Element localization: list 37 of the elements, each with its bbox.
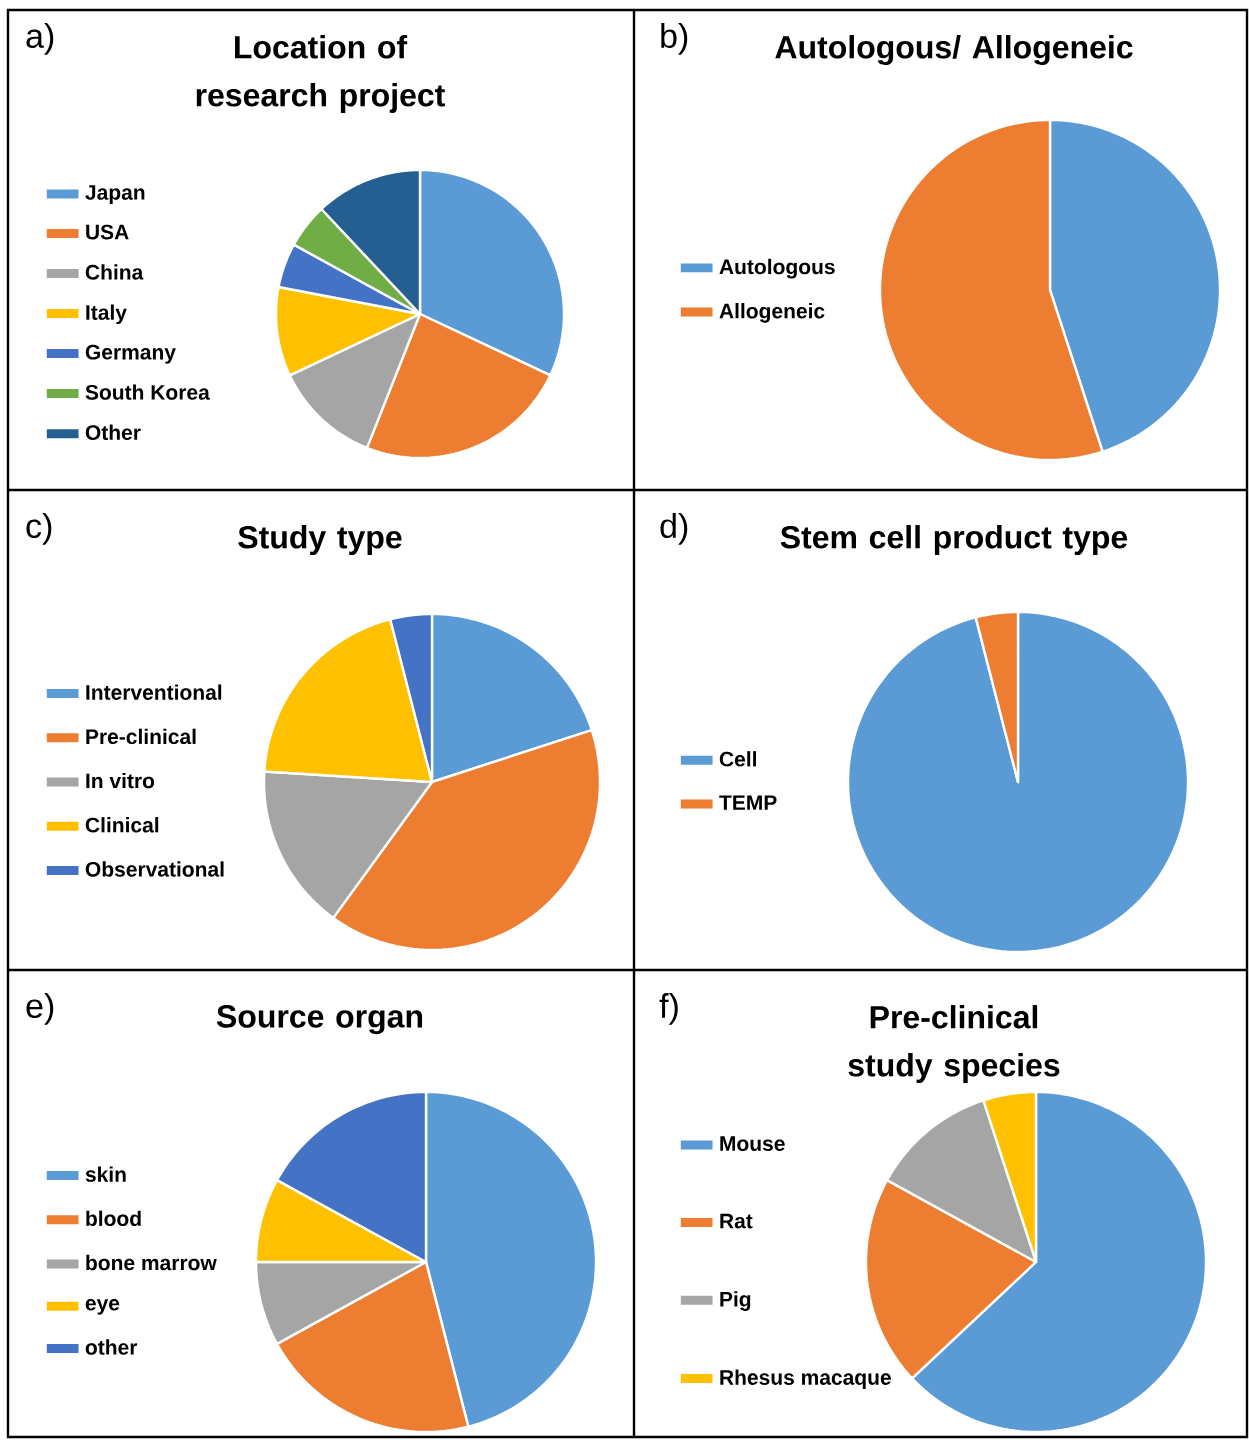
chart-title: Study type xyxy=(238,525,402,555)
text: c) xyxy=(26,513,52,545)
legend-label: USA xyxy=(86,224,129,240)
chart-title: Location of research project xyxy=(196,35,445,113)
legend-label: Pig xyxy=(720,1291,751,1311)
legend-label: skin xyxy=(85,1166,126,1182)
legend-label: other xyxy=(85,1339,138,1355)
legend-label: Italy xyxy=(86,304,127,325)
text: d) xyxy=(660,513,688,545)
legend-label: Mouse xyxy=(720,1136,785,1151)
chart-title: Pre-clinical study species xyxy=(848,1005,1060,1083)
text: a) xyxy=(26,23,54,55)
legend-label: eye xyxy=(85,1299,120,1315)
legend-label: China xyxy=(85,264,144,280)
legend-label: bone marrow xyxy=(86,1254,217,1271)
legend-label: Autologous xyxy=(719,258,835,279)
legend-label: Japan xyxy=(85,185,145,204)
text: f) xyxy=(659,993,678,1025)
legend-label: Rat xyxy=(720,1213,753,1229)
legend-label: Cell xyxy=(719,751,756,767)
legend-label: Other xyxy=(85,424,141,441)
legend-label: TEMP xyxy=(719,795,777,810)
text: e) xyxy=(26,993,54,1025)
legend-label: Pre-clinical xyxy=(86,728,196,745)
legend-label: Interventional xyxy=(86,684,222,700)
legend-label: Clinical xyxy=(85,817,159,833)
chart-title: Source organ xyxy=(216,1005,423,1035)
legend-label: In vitro xyxy=(86,772,155,789)
legend-label: blood xyxy=(86,1210,141,1227)
legend-label: Rhesus macaque xyxy=(720,1369,891,1390)
chart-title: Stem cell product type xyxy=(780,525,1128,555)
text: b) xyxy=(661,23,688,55)
legend-label: Germany xyxy=(85,344,176,364)
chart-title: Autologous/ Allogeneic xyxy=(775,35,1133,66)
legend-label: Observational xyxy=(85,861,224,877)
legend-label: Allogeneic xyxy=(719,302,825,323)
legend-label: South Korea xyxy=(85,384,210,400)
